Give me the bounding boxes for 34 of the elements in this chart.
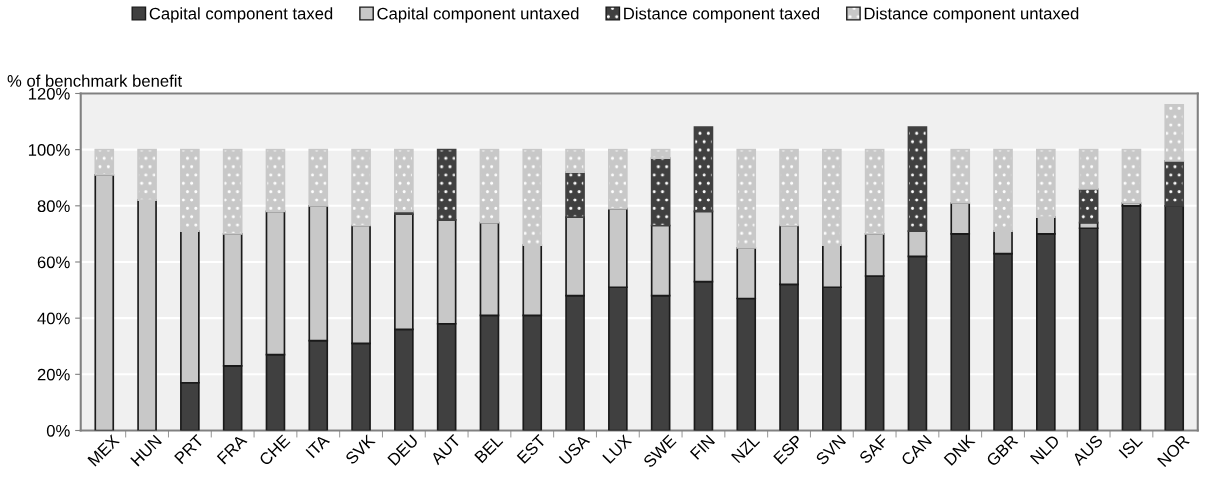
y-tick-label: 120% [28,87,70,100]
y-tick-label: 60% [37,256,70,269]
legend-label: Distance component taxed [624,7,820,23]
x-tick-label: NLD [1029,434,1061,465]
bar [1078,148,1099,190]
x-tick-label: BEL [474,434,504,464]
x-tick-label: NZL [731,434,761,464]
x-tick-label: FIN [689,434,716,460]
bar [565,171,585,218]
legend-label: Capital component taxed [149,7,333,23]
x-tick-label: FRA [216,433,248,465]
legend-label: Distance component untaxed [864,7,1079,23]
bar [1121,204,1142,431]
bar [436,148,457,221]
bar [1078,227,1099,431]
bar [693,126,714,213]
bar [650,148,671,159]
y-tick-label: 80% [37,200,70,213]
y-axis-title: % of benchmark benefit [7,74,182,87]
x-tick-label: ITA [305,433,331,459]
y-tick-label: 20% [37,368,70,381]
bar [1164,103,1185,162]
y-tick-label: 0% [46,424,70,437]
y-tick-label: 40% [37,312,70,325]
bar [394,148,414,213]
y-tick-label: 100% [28,144,70,156]
x-tick-label: ISL [1118,433,1144,459]
bar [1121,148,1142,204]
legend-label: Capital component untaxed [377,7,579,23]
bar [907,126,928,232]
bar [1078,188,1099,224]
x-tick-label: USA [558,433,591,466]
bar [650,157,671,227]
bar [565,148,585,173]
